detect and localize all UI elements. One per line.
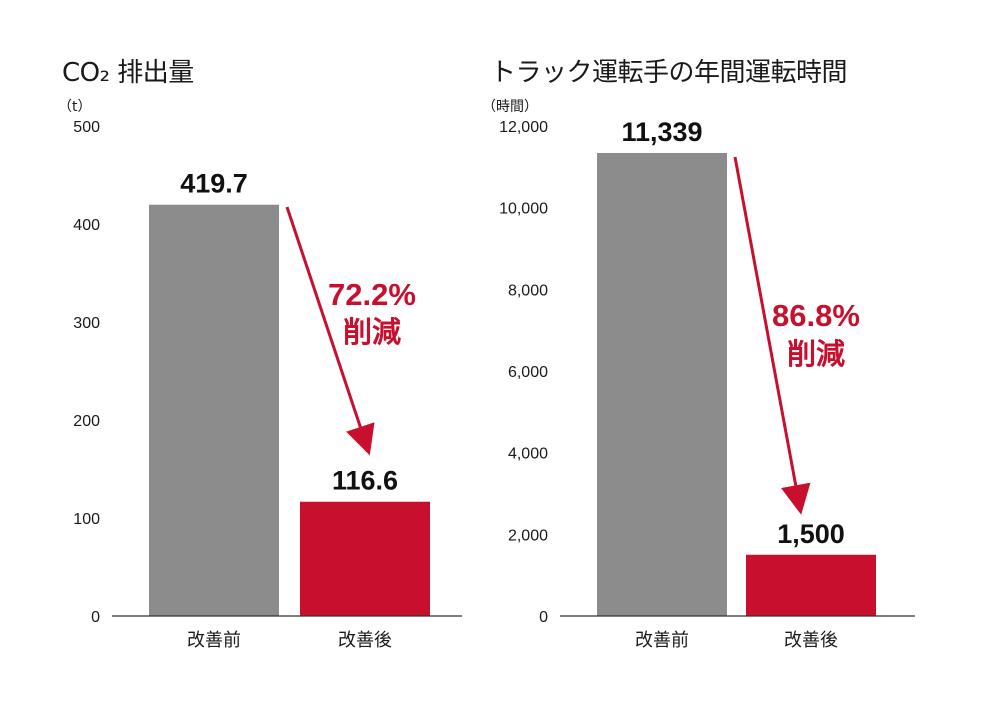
unit-label-co2: （t） xyxy=(58,99,92,115)
reduction-text-label: 削減 xyxy=(787,337,845,371)
chart-title-driving-hours: トラック運転手の年間運転時間 xyxy=(490,58,848,88)
y-tick-label: 400 xyxy=(73,217,100,234)
y-tick-label: 100 xyxy=(73,511,100,528)
x-category-label: 改善後 xyxy=(338,630,392,651)
y-tick-label: 10,000 xyxy=(499,201,548,218)
y-tick-label: 12,000 xyxy=(499,119,548,136)
bar-value-label: 116.6 xyxy=(332,466,398,496)
unit-label-driving-hours: （時間） xyxy=(482,99,538,115)
reduction-arrow xyxy=(733,156,811,515)
chart-title-co2: CO₂ 排出量 xyxy=(62,58,194,88)
y-tick-label: 2,000 xyxy=(508,527,548,544)
y-tick-label: 200 xyxy=(73,413,100,430)
y-tick-label: 500 xyxy=(73,119,100,136)
x-category-label: 改善後 xyxy=(784,630,838,651)
x-category-label: 改善前 xyxy=(187,630,241,651)
x-category-label: 改善前 xyxy=(635,630,689,651)
reduction-percent-label: 86.8% xyxy=(772,298,860,333)
bar xyxy=(597,152,727,616)
y-tick-label: 8,000 xyxy=(508,282,548,299)
bar-value-label: 11,339 xyxy=(621,117,702,147)
y-tick-label: 300 xyxy=(73,315,100,332)
bar xyxy=(149,204,279,616)
reduction-arrow xyxy=(285,206,375,456)
bar xyxy=(746,554,876,616)
y-tick-label: 0 xyxy=(539,609,548,626)
reduction-text-label: 削減 xyxy=(343,315,401,349)
y-tick-label: 6,000 xyxy=(508,364,548,381)
reduction-percent-label: 72.2% xyxy=(328,277,416,312)
bar-value-label: 1,500 xyxy=(777,519,845,549)
y-tick-label: 4,000 xyxy=(508,446,548,463)
y-tick-label: 0 xyxy=(91,609,100,626)
bar-value-label: 419.7 xyxy=(180,169,248,199)
bar xyxy=(300,501,430,616)
